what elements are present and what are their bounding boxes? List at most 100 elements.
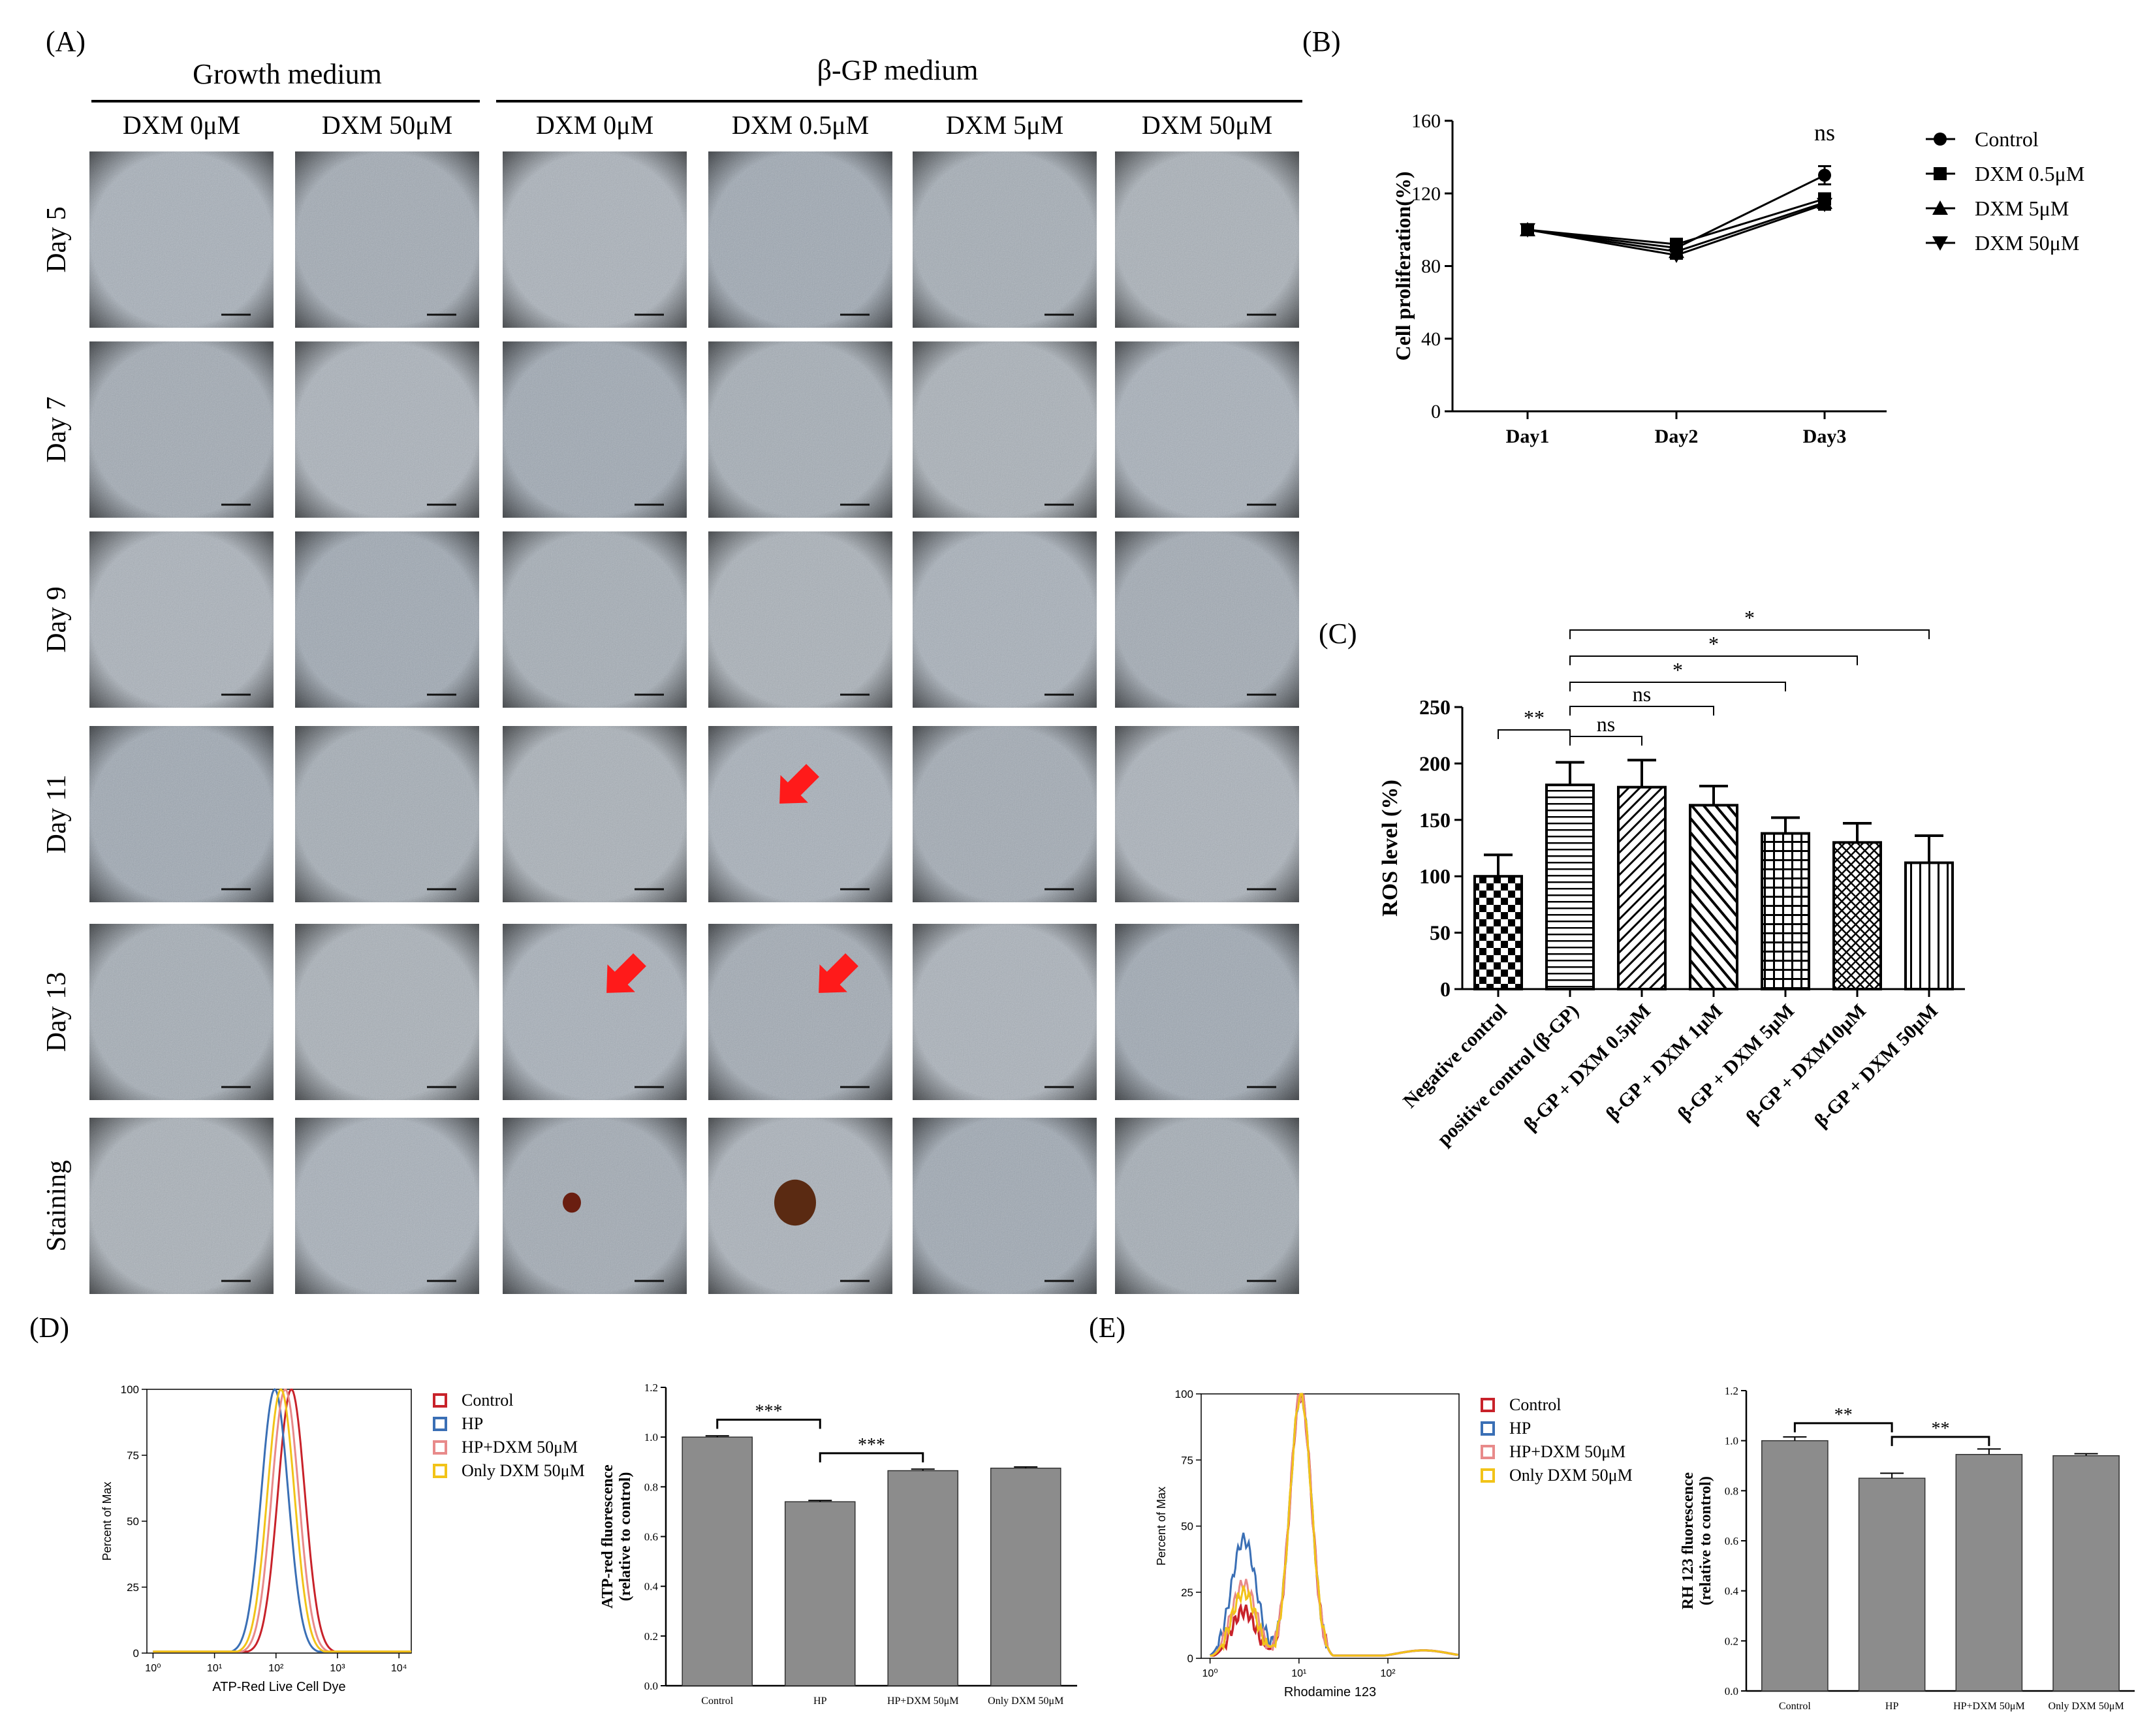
- y-tick-label: 0.6: [1725, 1535, 1738, 1547]
- bar: [784, 1501, 856, 1686]
- y-tick-label: 200: [1419, 751, 1451, 775]
- data-point: [1817, 197, 1832, 212]
- bar: [1955, 1454, 2023, 1692]
- row-label: Day 9: [42, 586, 72, 652]
- y-tick-label: 75: [1181, 1454, 1193, 1466]
- micrograph: [89, 924, 274, 1100]
- micrograph: [503, 151, 687, 328]
- micrograph: [1115, 151, 1299, 328]
- y-tick-label: 250: [1419, 695, 1451, 719]
- panel-d-bar-chart: 0.0 0.2 0.4 0.6 0.8 1.0 1.2 ATP-red fluorescenc…: [599, 1381, 1077, 1707]
- y-axis-label: ROS level (%): [1378, 780, 1402, 917]
- x-tick-label: 10⁰: [1202, 1668, 1218, 1679]
- row-label: Staining: [42, 1160, 72, 1252]
- column-label: DXM 50μM: [322, 110, 452, 140]
- micrograph: [708, 531, 892, 708]
- red-arrow-icon: [606, 953, 646, 993]
- legend-entry: HP: [1481, 1419, 1531, 1438]
- x-tick-label: 10¹: [207, 1663, 222, 1674]
- x-tick-label: 10⁰: [145, 1663, 161, 1674]
- legend-entry: HP+DXM 50μM: [1481, 1442, 1625, 1461]
- y-axis-label: ATP-red fluorescence: [599, 1464, 616, 1609]
- y-tick-label: 0.0: [1725, 1685, 1738, 1697]
- micrograph: [503, 1118, 687, 1294]
- x-tick-label: Control: [701, 1696, 733, 1707]
- panel-label-d: (D): [29, 1312, 69, 1344]
- micrograph: [1115, 726, 1299, 902]
- micrograph: [89, 341, 274, 518]
- x-tick-label: HP+DXM 50μM: [887, 1696, 959, 1707]
- data-point: [1818, 168, 1831, 182]
- svg-text:***: ***: [755, 1402, 783, 1422]
- svg-text:DXM 0.5μM: DXM 0.5μM: [1975, 162, 2084, 185]
- micrograph: [708, 726, 892, 902]
- x-tick-label: Only DXM 50μM: [988, 1696, 1063, 1707]
- micrograph: [89, 151, 274, 328]
- column-label: DXM 0μM: [536, 110, 653, 140]
- bar: [1761, 832, 1810, 991]
- y-tick-label: 0.8: [644, 1481, 658, 1493]
- y-tick-label: 0.0: [644, 1680, 658, 1692]
- y-tick-label: 0.6: [644, 1531, 658, 1543]
- micrograph: [503, 924, 687, 1100]
- significance-bracket: *: [1569, 632, 1858, 665]
- x-tick-label: 10²: [268, 1663, 284, 1674]
- legend-entry: DXM 5μM: [1926, 197, 2069, 220]
- x-tick-label: 10²: [1380, 1668, 1396, 1679]
- row-label: Day 5: [42, 206, 72, 272]
- y-tick-label: 80: [1421, 256, 1441, 277]
- micrograph: [89, 1118, 274, 1294]
- x-tick-label: HP: [1885, 1701, 1899, 1712]
- x-tick-label: β-GP + DXM10μM: [1742, 1000, 1870, 1128]
- y-tick-label: 100: [121, 1383, 139, 1396]
- x-tick-label: HP+DXM 50μM: [1953, 1701, 2025, 1712]
- x-tick-label: 10³: [330, 1663, 345, 1674]
- svg-text:**: **: [1932, 1419, 1950, 1439]
- series-line: [1520, 195, 1832, 259]
- y-tick-label: 0.4: [644, 1581, 659, 1593]
- panel-d-histogram: 0 25 50 75 100 10⁰ 10¹ 10² 10³ 10⁴ Percent of Max A…: [101, 1383, 585, 1694]
- legend-entry: DXM 0.5μM: [1926, 162, 2084, 185]
- row-label: Day 13: [42, 972, 72, 1052]
- bar: [887, 1470, 959, 1686]
- column-label: DXM 50μM: [1142, 110, 1272, 140]
- x-tick-label: positive control (β-GP): [1433, 1000, 1583, 1150]
- bar: [1904, 861, 1954, 990]
- y-tick-label: 0: [133, 1647, 139, 1660]
- micrograph: [913, 1118, 1097, 1294]
- column-label: DXM 0μM: [123, 110, 240, 140]
- micrograph: [708, 151, 892, 328]
- y-tick-label: 0.8: [1725, 1485, 1738, 1497]
- y-tick-label: 1.2: [1725, 1385, 1738, 1397]
- bar: [1617, 785, 1667, 990]
- micrograph: [295, 531, 479, 708]
- y-tick-label: 25: [1181, 1586, 1193, 1599]
- svg-text:**: **: [1524, 706, 1545, 729]
- red-arrow-icon: [819, 953, 858, 993]
- y-tick-label: 0: [1440, 977, 1451, 1001]
- significance-bracket: ns: [1569, 712, 1642, 746]
- panel-label-b: (B): [1302, 25, 1341, 57]
- svg-text:ns: ns: [1633, 682, 1651, 706]
- data-point: [1520, 223, 1535, 238]
- x-axis-label: ATP-Red Live Cell Dye: [212, 1680, 345, 1694]
- micrograph: [295, 1118, 479, 1294]
- micrograph: [913, 341, 1097, 518]
- legend-entry: Control: [433, 1391, 513, 1410]
- bar: [2052, 1455, 2120, 1692]
- significance-label: ns: [1814, 119, 1835, 146]
- bar: [1473, 875, 1523, 990]
- micrograph: [89, 726, 274, 902]
- svg-text:HP+DXM 50μM: HP+DXM 50μM: [1509, 1442, 1625, 1461]
- x-tick-label: Only DXM 50μM: [2049, 1701, 2124, 1712]
- x-tick-label: Day2: [1655, 426, 1699, 447]
- y-tick-label: 50: [127, 1515, 139, 1528]
- panel-b-line-chart: 0 40 80 120 160 Day1 Day2 Day3 Cell proliferatio…: [1391, 110, 2084, 447]
- micrograph: [708, 924, 892, 1100]
- micrograph: [913, 924, 1097, 1100]
- panel-label-c: (C): [1319, 618, 1357, 650]
- legend-entry: Only DXM 50μM: [1481, 1466, 1633, 1485]
- histogram-curve: [1210, 1393, 1458, 1657]
- y-tick-label: 50: [1430, 921, 1451, 945]
- significance-bracket: *: [1569, 606, 1930, 639]
